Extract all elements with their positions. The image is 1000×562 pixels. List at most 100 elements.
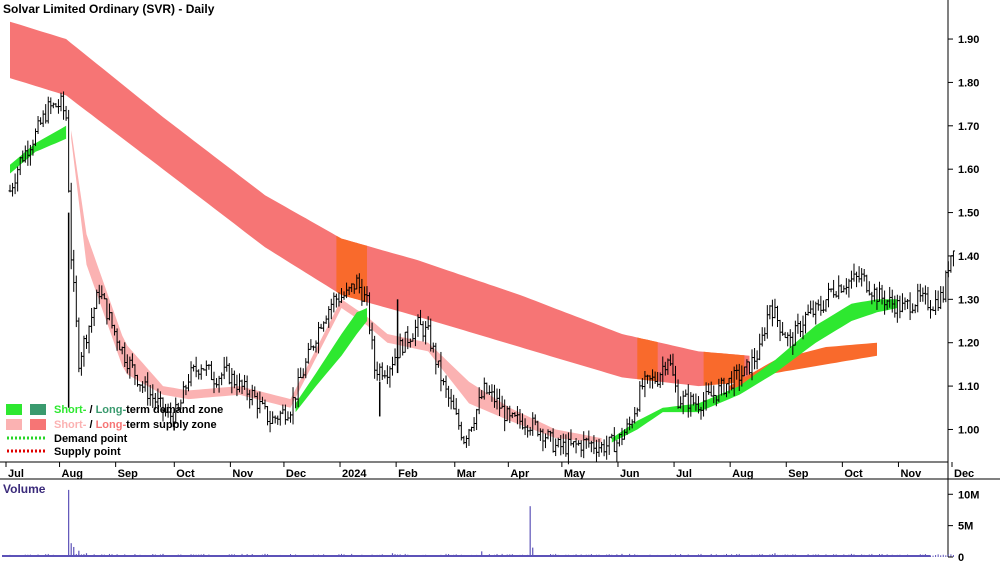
price-bar — [51, 102, 55, 109]
price-bar — [635, 407, 639, 417]
volume-tick-label: 0 — [958, 552, 964, 562]
price-bar — [819, 295, 823, 316]
price-bar — [852, 263, 856, 282]
price-bar — [385, 365, 389, 385]
price-bar — [860, 268, 864, 287]
short-term-demand-zone-1 — [295, 308, 367, 413]
price-bar — [763, 327, 767, 342]
short-term-demand-zone-0 — [10, 125, 67, 174]
x-tick-label: Jul — [8, 468, 24, 480]
price-bar — [855, 271, 859, 288]
price-bar — [209, 361, 213, 381]
price-bar — [390, 356, 394, 376]
x-tick-label: Nov — [232, 468, 254, 480]
x-tick-label: Aug — [732, 468, 753, 480]
price-bar — [215, 378, 219, 388]
legend-label-demand: Short- / Long-term demand zone — [54, 404, 223, 416]
price-bar — [424, 321, 428, 345]
price-bar — [809, 300, 813, 314]
price-bar — [844, 278, 848, 295]
x-tick-label: Jun — [620, 468, 640, 480]
price-bar — [194, 356, 198, 378]
price-bar — [793, 320, 797, 346]
price-bar — [908, 292, 912, 321]
price-bar — [276, 415, 280, 425]
price-bar — [373, 335, 377, 379]
price-bar — [283, 404, 287, 425]
price-bar — [311, 345, 315, 351]
price-bar — [82, 335, 86, 367]
price-bar — [332, 292, 336, 313]
price-bar — [865, 274, 869, 293]
price-bar — [380, 362, 384, 380]
price-bar — [776, 305, 780, 328]
price-bar — [92, 307, 96, 327]
price-bar — [268, 410, 272, 433]
price-bar — [444, 375, 448, 398]
price-bar — [594, 439, 598, 463]
price-bar — [824, 299, 828, 312]
x-tick-label: Dec — [286, 468, 306, 480]
price-bar — [334, 293, 338, 308]
price-tick-label: 1.30 — [958, 294, 979, 306]
x-tick-label: Apr — [510, 468, 530, 480]
price-bar — [447, 385, 451, 407]
legend-swatch-long-demand — [30, 404, 46, 415]
price-bar — [753, 347, 757, 370]
price-bar — [11, 182, 15, 197]
price-bar — [916, 283, 920, 313]
price-tick-label: 1.80 — [958, 77, 979, 89]
x-tick-label: Aug — [62, 468, 83, 480]
price-bar — [834, 291, 838, 298]
price-bar — [770, 299, 774, 327]
price-bar — [600, 441, 604, 453]
price-bar — [878, 281, 882, 302]
x-tick-label: Oct — [176, 468, 195, 480]
price-bar — [760, 327, 764, 347]
price-bar — [309, 339, 313, 350]
price-bar — [847, 278, 851, 298]
price-bar — [454, 398, 458, 415]
price-bar — [464, 435, 468, 448]
price-bar — [199, 364, 203, 380]
price-bar — [329, 298, 333, 320]
price-bar — [778, 319, 782, 342]
legend-swatch-short-supply — [6, 419, 22, 430]
price-bar — [87, 325, 91, 354]
legend-label-supply_point: Supply point — [54, 446, 121, 458]
price-bar — [74, 275, 78, 328]
price-tick-label: 1.40 — [958, 251, 979, 263]
price-bar — [90, 307, 94, 333]
price-bar — [579, 440, 583, 458]
legend-swatch-short-demand — [6, 404, 22, 415]
price-bar — [79, 352, 83, 376]
price-bar — [273, 415, 277, 424]
price-bar — [827, 282, 831, 308]
price-bar — [186, 374, 190, 392]
price-bar — [857, 266, 861, 283]
price-bar — [220, 372, 224, 386]
long-term-supply-zone — [10, 21, 750, 387]
price-bar — [837, 275, 841, 300]
price-bar — [814, 301, 818, 325]
legend-swatch-long-supply — [30, 419, 46, 430]
price-bar — [934, 290, 938, 316]
price-bar — [783, 331, 787, 339]
price-bar — [84, 334, 88, 349]
price-bar — [543, 433, 547, 449]
price-bar — [903, 297, 907, 311]
price-bar — [758, 333, 762, 361]
price-bar — [59, 92, 63, 112]
price-bar — [941, 286, 945, 303]
price-bar — [232, 370, 236, 389]
price-bar — [192, 364, 196, 372]
price-bar — [227, 363, 231, 385]
price-bar — [46, 96, 50, 124]
price-bar — [189, 361, 193, 387]
price-bar — [602, 439, 606, 457]
price-bar — [449, 388, 453, 410]
price-bar — [487, 385, 491, 395]
price-bar — [944, 270, 948, 303]
price-bar — [939, 286, 943, 310]
x-tick-label: May — [564, 468, 586, 480]
